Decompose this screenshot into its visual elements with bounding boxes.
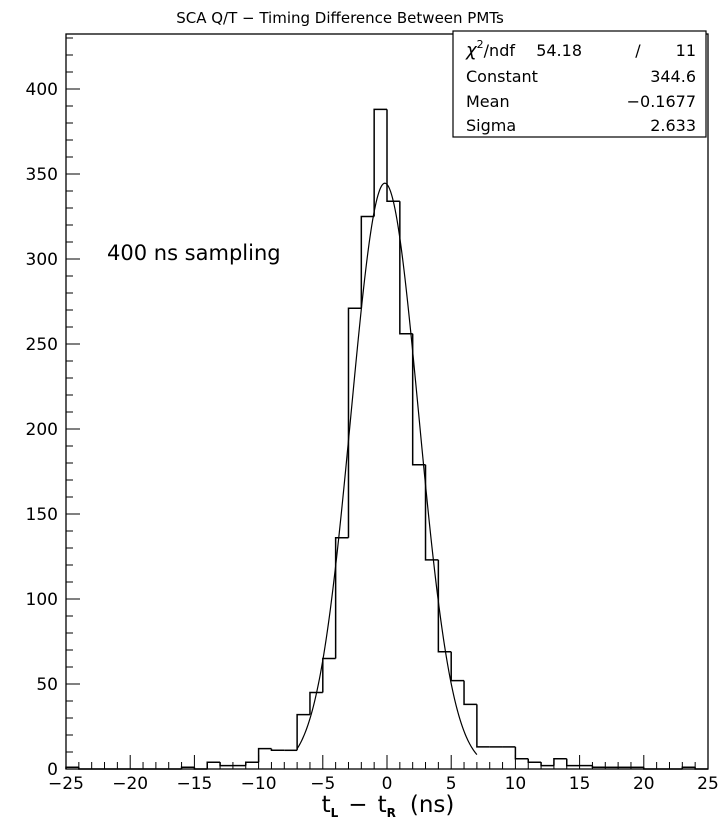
histogram-bin	[591, 765, 606, 769]
x-tick-label: 20	[633, 774, 655, 794]
y-tick-label: 0	[47, 760, 58, 780]
histogram-bin	[540, 762, 554, 767]
x-tick-label: 10	[505, 774, 527, 794]
stat-sigma-value: 2.633	[650, 116, 696, 135]
histogram-bin	[373, 108, 387, 217]
histogram-bin	[309, 691, 323, 715]
histogram-bin	[514, 746, 529, 760]
x-tick-label: 25	[697, 774, 719, 794]
histogram-bin	[219, 762, 233, 767]
x-tick-label: 0	[382, 774, 393, 794]
stat-chi2-label: χ2/ndf	[465, 38, 515, 61]
histogram-bin	[424, 464, 439, 561]
x-tick-label: 5	[446, 774, 457, 794]
stat-constant-value: 344.6	[650, 67, 696, 86]
histogram-bin	[78, 767, 92, 770]
histogram-bin	[180, 766, 195, 769]
stat-chi2-value: 54.18	[536, 41, 582, 60]
chart-title: SCA Q/T − Timing Difference Between PMTs	[176, 9, 504, 27]
x-tick-label: −15	[176, 774, 212, 794]
x-tick-label: 15	[569, 774, 591, 794]
histogram-bin	[681, 766, 696, 769]
stat-constant-label: Constant	[466, 67, 538, 86]
histogram-bin	[399, 201, 413, 335]
histogram-bin	[245, 761, 259, 766]
y-tick-label: 100	[26, 590, 58, 610]
histogram-bin	[257, 747, 272, 763]
y-tick-label: 300	[26, 250, 58, 270]
histogram-bin	[206, 761, 221, 769]
histogram-bin	[476, 704, 490, 748]
y-tick-label: 200	[26, 420, 58, 440]
histogram-bin	[193, 767, 208, 770]
y-tick-label: 150	[26, 505, 58, 525]
histogram-bin	[347, 307, 362, 538]
x-tick-label: −25	[48, 774, 84, 794]
histogram-bin	[334, 537, 349, 659]
histogram-bin	[566, 758, 580, 767]
histogram-bins	[65, 108, 708, 770]
y-tick-label: 250	[26, 335, 58, 355]
y-axis-ticks: 0 50 100 150 200 250 300 350 400	[26, 37, 80, 780]
histogram-bin	[296, 713, 310, 751]
histogram-bin	[386, 109, 400, 202]
histogram-bin	[411, 333, 426, 466]
stats-box-frame	[452, 30, 707, 138]
stat-ndf-value: 11	[676, 41, 696, 60]
histogram-bin	[322, 657, 336, 693]
y-tick-label: 350	[26, 165, 58, 185]
histogram-bin	[450, 651, 465, 682]
y-tick-label: 50	[36, 675, 58, 695]
gaussian-fit	[296, 182, 478, 755]
histogram-bin	[694, 767, 708, 770]
stat-chi2-slash: /	[635, 41, 641, 60]
y-tick-label: 400	[26, 80, 58, 100]
sampling-annotation: 400 ns sampling	[107, 241, 281, 265]
histogram-bin	[463, 680, 477, 706]
histogram-bin	[65, 766, 79, 769]
histogram-bin	[360, 215, 375, 309]
histogram-bin	[553, 758, 567, 766]
stat-sigma-label: Sigma	[466, 116, 516, 135]
fit-stats-box: χ2/ndf 54.18 / 11 Constant 344.6 Mean −0…	[452, 30, 707, 138]
histogram-bin	[437, 559, 452, 653]
gaussian-fit-curve	[296, 182, 478, 755]
histogram-bin	[270, 748, 285, 752]
x-tick-label: −5	[310, 774, 335, 794]
stat-mean-value: −0.1677	[627, 92, 696, 111]
histogram-bin	[643, 767, 657, 770]
x-tick-label: −20	[112, 774, 148, 794]
histogram-bin	[527, 758, 542, 763]
x-axis-label: tL − tR (ns)	[322, 792, 455, 820]
x-axis-ticks: −25 −20 −15 −10 −5 0 5 10 15 20 25	[48, 755, 719, 794]
stat-mean-label: Mean	[466, 92, 510, 111]
x-tick-label: −10	[241, 774, 277, 794]
